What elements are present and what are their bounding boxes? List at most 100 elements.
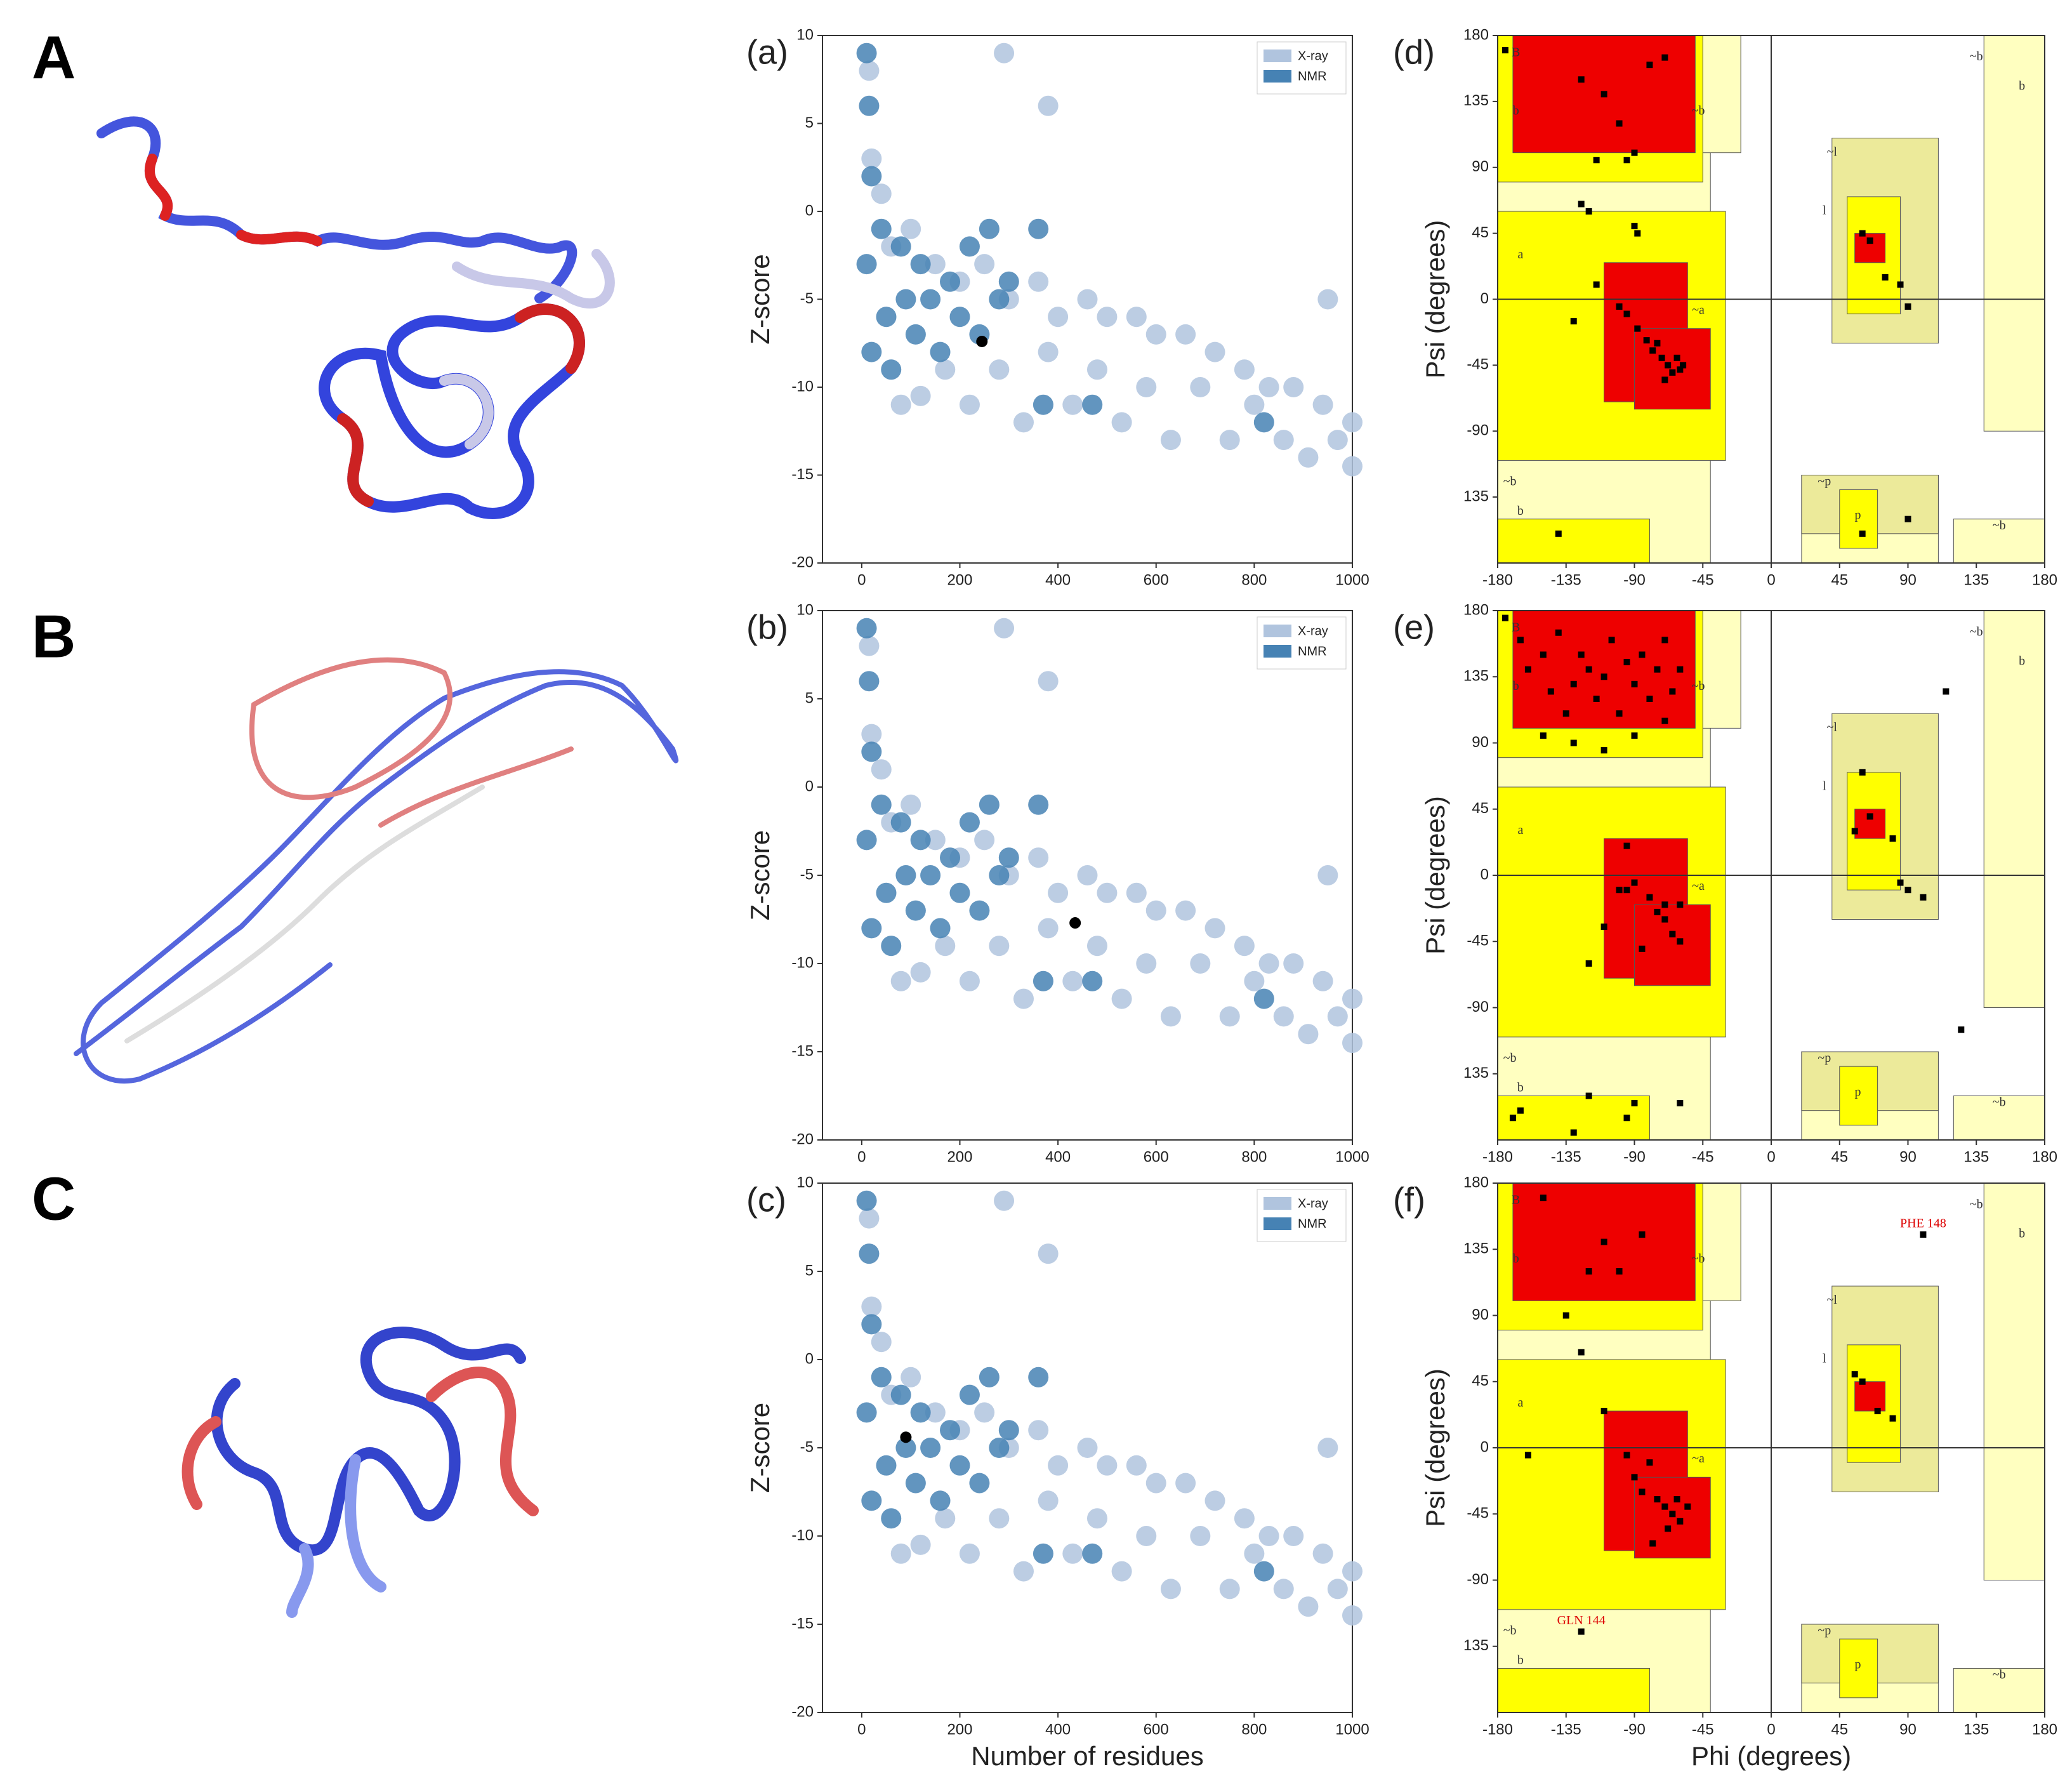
region-label: ~b bbox=[1503, 1624, 1517, 1638]
point bbox=[1082, 970, 1103, 991]
point bbox=[905, 324, 926, 345]
y-tick-label: 45 bbox=[1472, 800, 1489, 817]
region-allowed bbox=[1497, 1668, 1650, 1713]
point bbox=[930, 918, 951, 939]
point bbox=[1342, 1561, 1363, 1582]
point bbox=[935, 359, 956, 380]
residue bbox=[1593, 157, 1600, 164]
point bbox=[1077, 289, 1098, 310]
point bbox=[1190, 953, 1211, 974]
residue bbox=[1600, 1238, 1607, 1245]
x-tick-label: -135 bbox=[1551, 571, 1581, 588]
residue bbox=[1600, 747, 1607, 754]
region-label: b bbox=[1513, 1252, 1519, 1266]
point bbox=[1160, 1579, 1181, 1599]
point bbox=[949, 307, 970, 328]
point bbox=[974, 830, 995, 851]
x-tick-label: 800 bbox=[1241, 1148, 1267, 1165]
legend-label: NMR bbox=[1298, 644, 1327, 658]
y-tick-label: 180 bbox=[1463, 1174, 1489, 1191]
residue bbox=[1859, 769, 1866, 776]
residue bbox=[1680, 362, 1687, 369]
point bbox=[959, 812, 980, 833]
y-axis-label: Psi (degrees) bbox=[1420, 220, 1450, 379]
point bbox=[1111, 412, 1132, 433]
point bbox=[959, 236, 980, 257]
x-tick-label: 135 bbox=[1963, 1148, 1989, 1165]
point bbox=[1219, 430, 1240, 451]
point bbox=[856, 830, 877, 851]
residue bbox=[1669, 930, 1676, 937]
legend-swatch bbox=[1264, 70, 1291, 83]
legend-swatch bbox=[1264, 50, 1291, 62]
point bbox=[1234, 359, 1255, 380]
x-tick-label: 0 bbox=[857, 571, 866, 588]
point bbox=[1062, 970, 1083, 991]
point bbox=[905, 900, 926, 921]
point bbox=[1028, 1367, 1049, 1387]
residue bbox=[1646, 696, 1653, 702]
point bbox=[1136, 377, 1157, 397]
residue bbox=[1578, 201, 1585, 208]
point bbox=[1253, 988, 1274, 1009]
y-tick-label: -10 bbox=[791, 378, 814, 395]
point bbox=[890, 394, 911, 415]
residue bbox=[1631, 680, 1638, 687]
region-label: ~b bbox=[1993, 519, 2006, 533]
y-tick-label: -15 bbox=[791, 1042, 814, 1059]
residue bbox=[1851, 1371, 1858, 1378]
y-tick-label: 10 bbox=[796, 1174, 814, 1191]
residue bbox=[1570, 318, 1577, 325]
y-tick-label: 135 bbox=[1463, 1240, 1489, 1257]
point bbox=[1028, 794, 1049, 815]
point bbox=[1097, 307, 1118, 328]
y-tick-label: -10 bbox=[791, 1526, 814, 1544]
residue bbox=[1585, 208, 1592, 215]
y-tick-label: 135 bbox=[1463, 668, 1489, 685]
y-tick-label: -90 bbox=[1467, 422, 1489, 439]
chart-title: (c) bbox=[746, 1181, 786, 1219]
point bbox=[935, 1508, 956, 1529]
point bbox=[1145, 324, 1166, 345]
point bbox=[1038, 671, 1059, 692]
x-tick-label: 45 bbox=[1831, 571, 1848, 588]
x-tick-label: 600 bbox=[1144, 1721, 1169, 1738]
point bbox=[1253, 1561, 1274, 1582]
residue bbox=[1623, 1452, 1630, 1459]
x-tick-label: -90 bbox=[1623, 1721, 1646, 1738]
point bbox=[1219, 1579, 1240, 1599]
point bbox=[856, 1402, 877, 1423]
residue bbox=[1600, 673, 1607, 680]
residue bbox=[1593, 696, 1600, 702]
residue bbox=[1677, 1518, 1684, 1525]
point bbox=[1086, 359, 1107, 380]
x-tick-label: 0 bbox=[857, 1721, 866, 1738]
point bbox=[1190, 1526, 1211, 1546]
region-label: ~b bbox=[1993, 1668, 2006, 1682]
annotation: GLN 144 bbox=[1557, 1613, 1606, 1627]
y-tick-label: 90 bbox=[1472, 158, 1489, 175]
y-axis-label: Psi (degrees) bbox=[1420, 796, 1450, 955]
legend-swatch bbox=[1264, 625, 1291, 637]
x-tick-label: 800 bbox=[1241, 571, 1267, 588]
residue bbox=[1524, 666, 1531, 673]
point bbox=[895, 865, 916, 885]
point bbox=[861, 741, 882, 762]
y-tick-label: -5 bbox=[800, 290, 814, 307]
residue bbox=[1866, 813, 1873, 820]
region-label: b bbox=[1517, 1653, 1524, 1667]
point bbox=[979, 1367, 1000, 1387]
residue bbox=[1600, 924, 1607, 930]
point bbox=[940, 1420, 961, 1441]
residue bbox=[1631, 149, 1638, 156]
point bbox=[920, 865, 941, 885]
x-tick-label: -90 bbox=[1623, 1148, 1646, 1165]
x-tick-label: 0 bbox=[1767, 1148, 1775, 1165]
x-axis-label: Phi (degrees) bbox=[1691, 1741, 1851, 1771]
y-tick-label: 135 bbox=[1463, 1064, 1489, 1082]
point bbox=[1312, 1543, 1333, 1564]
y-tick-label: -45 bbox=[1467, 356, 1489, 373]
point bbox=[940, 271, 961, 292]
point bbox=[1312, 394, 1333, 415]
region-label: p bbox=[1854, 1657, 1861, 1671]
